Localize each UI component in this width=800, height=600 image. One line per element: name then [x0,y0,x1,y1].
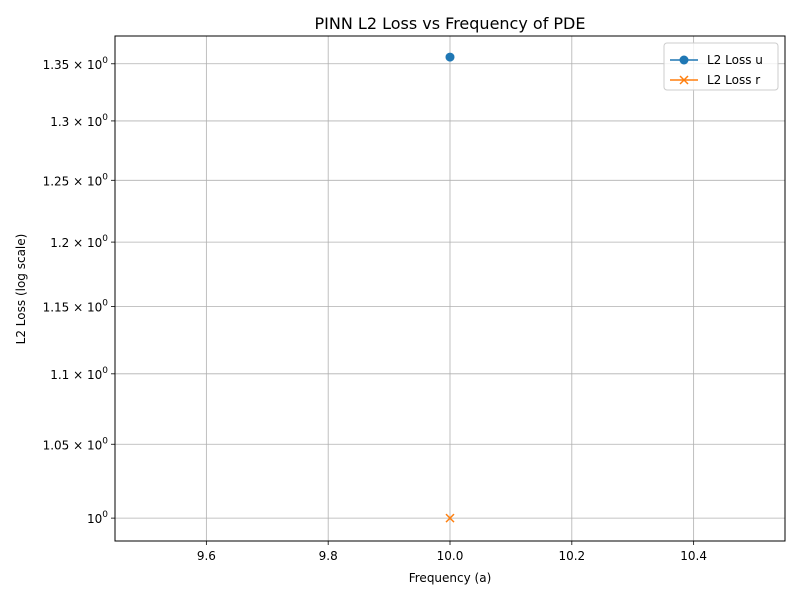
legend-box [663,42,779,91]
y-tick-label: 100 [87,510,108,526]
grid-layer [115,36,785,541]
legend: L2 Loss u L2 Loss r [663,42,779,91]
data-point-u [445,52,455,62]
legend-marker [679,55,689,65]
x-tick-label: 9.6 [197,549,216,563]
data-layer [445,52,455,523]
y-axis-label: L2 Loss (log scale) [14,234,28,345]
y-tick-label: 1.15 × 100 [43,299,109,315]
y-tick-label: 1.3 × 100 [50,113,108,129]
x-axis-label: Frequency (a) [409,571,492,585]
y-tick-label: 1.2 × 100 [50,234,108,250]
legend-marker [679,75,689,85]
data-point-r [445,513,455,523]
y-tick-label: 1.1 × 100 [50,366,108,382]
y-tick-label: 1.25 × 100 [43,172,109,188]
y-tick-label: 1.05 × 100 [43,436,109,452]
x-tick-label: 10.0 [437,549,464,563]
chart-title: PINN L2 Loss vs Frequency of PDE [315,14,586,33]
y-tick-label: 1.35 × 100 [43,56,109,72]
x-tick-label: 10.2 [558,549,585,563]
x-tick-label: 10.4 [680,549,707,563]
x-tick-label: 9.8 [319,549,338,563]
tick-layer: 9.6 9.8 10.0 10.2 10.4 100 1.05 × 100 1.1 × 100… [43,56,707,563]
legend-label: L2 Loss u [707,53,763,67]
legend-label: L2 Loss r [707,73,760,87]
